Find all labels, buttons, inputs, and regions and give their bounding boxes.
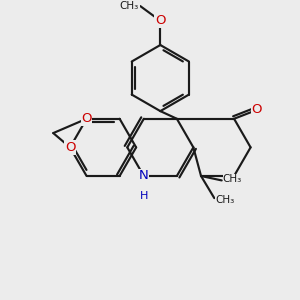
Text: O: O [251, 103, 262, 116]
Text: CH₃: CH₃ [120, 1, 139, 11]
Text: N: N [139, 169, 149, 182]
Text: O: O [65, 141, 75, 154]
Text: H: H [140, 191, 148, 201]
Text: O: O [81, 112, 92, 125]
Text: CH₃: CH₃ [215, 195, 235, 205]
Text: CH₃: CH₃ [223, 174, 242, 184]
Text: O: O [155, 14, 166, 27]
